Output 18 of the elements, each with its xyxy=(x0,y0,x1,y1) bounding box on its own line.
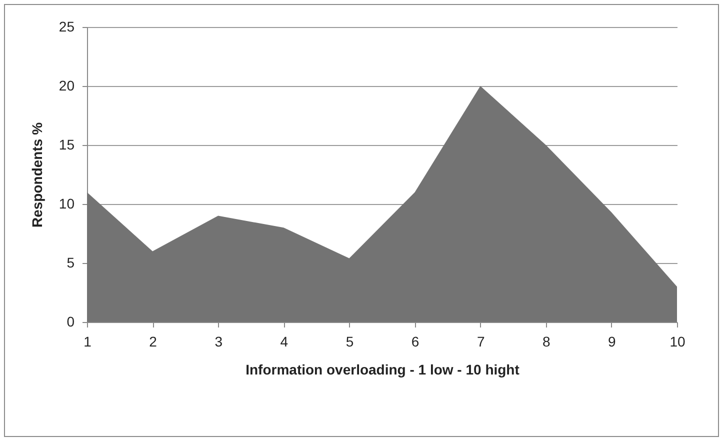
x-tick-label: 9 xyxy=(608,334,616,350)
x-tick-label: 7 xyxy=(476,334,485,350)
x-tick-label: 10 xyxy=(670,334,686,350)
y-axis-title: Respondents % xyxy=(28,122,45,228)
x-tick-label: 4 xyxy=(280,334,288,350)
y-tick-label: 0 xyxy=(66,314,75,330)
y-tick-label: 10 xyxy=(58,196,75,212)
y-tick-label: 20 xyxy=(58,78,75,94)
y-tick-label: 15 xyxy=(58,136,75,152)
x-axis-title: Information overloading - 1 low - 10 hight xyxy=(246,362,520,378)
y-tick-label: 5 xyxy=(66,254,75,270)
x-tick-label: 8 xyxy=(542,334,550,350)
x-tick-label: 6 xyxy=(411,334,420,350)
x-tick-label: 5 xyxy=(346,334,354,350)
y-tick-label: 25 xyxy=(58,18,75,34)
x-tick-label: 1 xyxy=(84,334,92,350)
x-tick-label: 2 xyxy=(149,334,158,350)
x-tick-label: 3 xyxy=(214,334,223,350)
